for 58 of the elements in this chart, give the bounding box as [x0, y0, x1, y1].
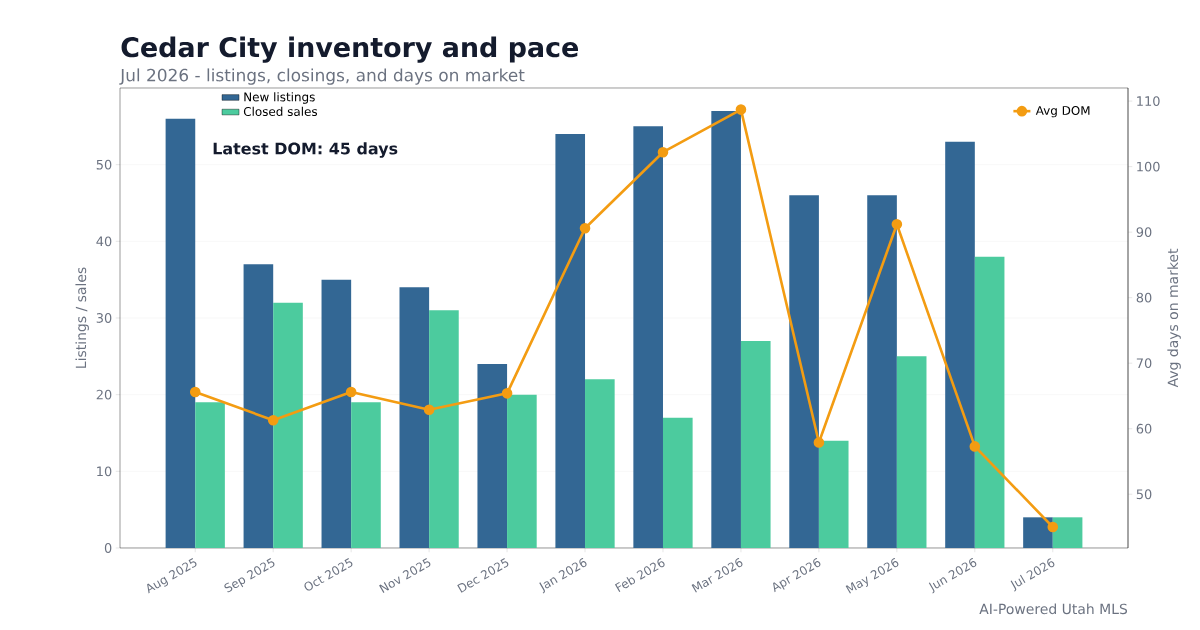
y2-tick-label: 90	[1136, 227, 1152, 238]
bar	[662, 417, 693, 548]
bar	[165, 118, 196, 548]
bar	[321, 279, 352, 548]
bar	[477, 363, 508, 548]
bar	[633, 126, 663, 548]
bar	[867, 195, 897, 548]
bar	[273, 302, 303, 548]
bar	[896, 356, 927, 548]
bar	[740, 340, 771, 548]
bar	[429, 310, 459, 548]
y-tick-label: 20	[96, 389, 112, 400]
bar	[974, 256, 1005, 548]
y2-axis-title: Avg days on market	[1167, 248, 1181, 388]
text: AI-Powered Utah MLS	[979, 603, 1128, 615]
point	[813, 437, 825, 448]
y-axis-title: Listings / sales	[75, 267, 89, 368]
point	[189, 386, 201, 398]
bar	[818, 440, 849, 548]
point	[423, 404, 435, 416]
chart-subtitle: Jul 2026 - listings, closings, and days on market	[119, 68, 525, 85]
point	[891, 218, 903, 230]
bar	[1023, 517, 1053, 548]
bar	[1052, 517, 1083, 548]
bar	[945, 141, 975, 548]
bar	[789, 195, 819, 548]
y-tick-label: 10	[97, 466, 112, 477]
point	[345, 386, 357, 398]
point	[267, 414, 279, 426]
legend-label: New listings	[244, 92, 315, 104]
bar	[399, 287, 430, 548]
bar	[507, 394, 537, 548]
point	[735, 104, 747, 115]
bar	[243, 264, 274, 548]
y2-tick-label: 80	[1136, 292, 1152, 303]
y2-tick-label: 50	[1136, 489, 1152, 500]
chart-title: Cedar City inventory and pace	[121, 36, 579, 63]
y-tick-label: 0	[104, 543, 112, 553]
y2-tick-label: 70	[1136, 358, 1152, 369]
bar	[195, 402, 225, 548]
y2-tick-label: 110	[1137, 96, 1160, 106]
bar	[351, 402, 381, 548]
y-tick-label: 30	[96, 313, 112, 323]
legend-label: Avg DOM	[1035, 105, 1090, 118]
bar	[555, 133, 586, 548]
point	[969, 441, 981, 452]
y-tick-label: 40	[96, 236, 112, 247]
y2-tick-label: 100	[1137, 161, 1160, 172]
point	[501, 388, 513, 399]
y-tick-label: 50	[96, 159, 112, 170]
bar	[585, 379, 615, 548]
point	[579, 222, 591, 234]
point	[1047, 521, 1059, 533]
point	[657, 146, 669, 158]
y2-tick-label: 60	[1136, 423, 1152, 434]
bar	[711, 110, 741, 548]
annotation: Latest DOM: 45 days	[213, 142, 398, 158]
legend-label: Closed sales	[243, 106, 318, 117]
